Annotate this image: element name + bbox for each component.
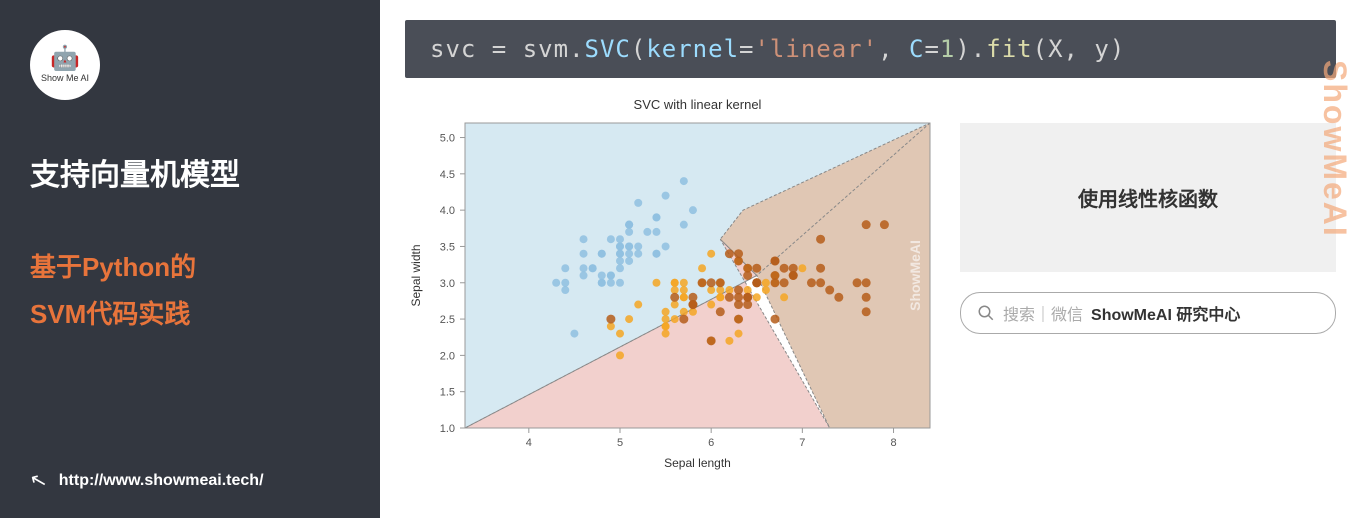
svg-text:4: 4 xyxy=(526,437,532,449)
chart-container: 4 5 6 7 8 1.0 1.5 2.0 2.5 3.0 3.5 4.0 4.5 5.0 Sepal le… xyxy=(405,93,945,478)
svg-text:5.0: 5.0 xyxy=(440,133,455,145)
svg-text:1.5: 1.5 xyxy=(440,387,455,399)
svg-text:6: 6 xyxy=(708,437,714,449)
svg-text:2.5: 2.5 xyxy=(440,314,455,326)
svg-text:ShowMeAI: ShowMeAI xyxy=(907,240,923,311)
svg-text:2.0: 2.0 xyxy=(440,350,455,362)
subtitle-line2: SVM代码实践 xyxy=(30,291,350,338)
content-row: 4 5 6 7 8 1.0 1.5 2.0 2.5 3.0 3.5 4.0 4.5 5.0 Sepal le… xyxy=(405,93,1336,478)
svg-text:1.0: 1.0 xyxy=(440,423,455,435)
subtitle-line1: 基于Python的 xyxy=(30,244,350,291)
robot-icon: 🤖 xyxy=(50,47,80,71)
url-text[interactable]: http://www.showmeai.tech/ xyxy=(59,472,264,490)
description-box: 使用线性核函数 xyxy=(960,123,1336,272)
search-box[interactable]: 搜索｜微信 ShowMeAI 研究中心 xyxy=(960,292,1336,334)
right-column: 使用线性核函数 搜索｜微信 ShowMeAI 研究中心 xyxy=(960,93,1336,478)
search-brand: ShowMeAI 研究中心 xyxy=(1091,301,1240,325)
svg-text:3.5: 3.5 xyxy=(440,241,455,253)
url-row: ↖ http://www.showmeai.tech/ xyxy=(30,468,264,493)
sidebar-title: 支持向量机模型 xyxy=(30,150,350,194)
search-placeholder: 搜索｜微信 xyxy=(1003,301,1083,325)
sidebar-subtitle: 基于Python的 SVM代码实践 xyxy=(30,244,350,338)
side-watermark: ShowMeAI xyxy=(1316,60,1353,238)
scatter-chart: 4 5 6 7 8 1.0 1.5 2.0 2.5 3.0 3.5 4.0 4.5 5.0 Sepal le… xyxy=(405,93,945,473)
svg-text:7: 7 xyxy=(799,437,805,449)
search-icon xyxy=(977,304,995,322)
svg-text:4.0: 4.0 xyxy=(440,205,455,217)
logo: 🤖 Show Me AI xyxy=(30,30,100,100)
svg-text:8: 8 xyxy=(890,437,896,449)
svg-text:Sepal length: Sepal length xyxy=(664,456,731,470)
sidebar: 🤖 Show Me AI 支持向量机模型 基于Python的 SVM代码实践 ↖… xyxy=(0,0,380,518)
cursor-icon: ↖ xyxy=(27,466,50,494)
code-block: svc = svm.SVC(kernel='linear', C=1).fit(… xyxy=(405,20,1336,78)
svg-text:Sepal width: Sepal width xyxy=(409,244,423,306)
svg-text:5: 5 xyxy=(617,437,623,449)
svg-text:4.5: 4.5 xyxy=(440,169,455,181)
main-content: svc = svm.SVC(kernel='linear', C=1).fit(… xyxy=(380,0,1361,518)
svg-text:SVC with linear kernel: SVC with linear kernel xyxy=(634,97,762,112)
logo-text: Show Me AI xyxy=(41,73,89,83)
svg-text:3.0: 3.0 xyxy=(440,278,455,290)
